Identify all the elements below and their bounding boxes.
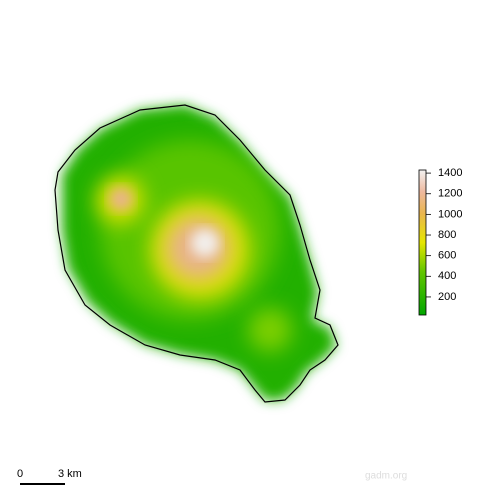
legend-tick-label: 600	[438, 250, 456, 262]
legend-tick-label: 800	[438, 229, 456, 241]
scale-end: 3 km	[58, 468, 82, 480]
legend: 200 400 600 800 1000 1200 1400	[418, 167, 462, 316]
colorbar	[418, 169, 427, 316]
legend-tick-label: 1400	[438, 167, 462, 179]
watermark: gadm.org	[365, 471, 407, 482]
legend-tick-label: 1200	[438, 188, 462, 200]
legend-tick-label: 400	[438, 270, 456, 282]
legend-tick-label: 200	[438, 291, 456, 303]
scale-start: 0	[17, 468, 23, 480]
elevation-raster	[54, 104, 339, 403]
legend-tick-label: 1000	[438, 208, 462, 220]
